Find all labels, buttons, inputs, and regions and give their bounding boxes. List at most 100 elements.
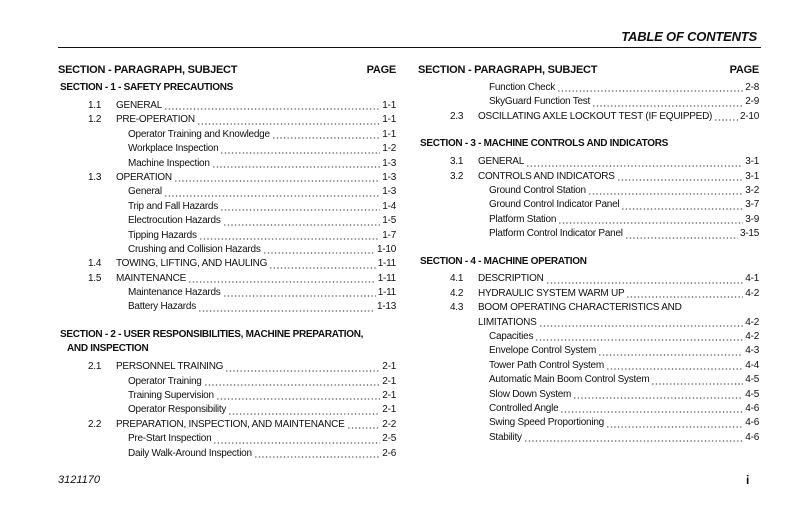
toc-entry[interactable]: Tipping Hazards 1-7 [58,229,396,243]
page-ref: 3-7 [745,199,759,211]
dot-leader [215,390,381,401]
toc-entry[interactable]: Automatic Main Boom Control System 4-5 [418,373,759,387]
column-heading: SECTION - PARAGRAPH, SUBJECT PAGE [418,63,759,81]
subtopic-title: Machine Inspection [128,157,210,169]
paragraph-number: 1.3 [88,171,102,183]
toc-entry[interactable]: Operator Training 2-1 [58,375,396,389]
toc-entry[interactable]: Operator Responsibility 2-1 [58,403,396,417]
page-ref: 4-4 [745,359,759,371]
subtopic-title: Electrocution Hazards [128,215,221,227]
page-ref: 4-6 [745,431,759,443]
toc-entry[interactable]: Maintenance Hazards 1-11 [58,286,396,300]
toc-entry[interactable]: Battery Hazards 1-13 [58,300,396,314]
toc-entry[interactable]: Envelope Control System 4-3 [418,344,759,358]
page-ref: 2-8 [745,82,759,93]
toc-entry[interactable]: Slow Down System 4-5 [418,388,759,402]
toc-column-left: SECTION - PARAGRAPH, SUBJECT PAGE SECTION … [58,63,396,461]
page-ref: 3-15 [739,228,759,240]
dot-leader [188,273,376,284]
toc-entry[interactable]: Stability 4-6 [418,431,759,445]
dot-leader [197,301,375,312]
paragraph-title: LIMITATIONS [478,316,537,328]
toc-entry[interactable]: Controlled Angle 4-6 [418,402,759,416]
toc-entry[interactable]: 2.3 OSCILLATING AXLE LOCKOUT TEST (IF EQU… [418,110,759,124]
toc-entry[interactable]: 3.1 GENERAL 3-1 [418,155,759,169]
toc-entry[interactable]: 4.2 HYDRAULIC SYSTEM WARM UP 4-2 [418,287,759,301]
page-ref: 4-2 [745,331,759,343]
page-ref: 2-10 [739,110,759,122]
toc-column-right: SECTION - PARAGRAPH, SUBJECT PAGE Function… [418,63,759,445]
dot-leader [621,199,744,210]
dot-leader [605,417,744,428]
paragraph-title: GENERAL [478,156,525,168]
toc-entry[interactable]: 1.4 TOWING, LIFTING, AND HAULING 1-11 [58,257,396,271]
toc-entry[interactable]: 4.3 BOOM OPERATING CHARACTERISTICS AND [418,301,759,315]
toc-entry[interactable]: Pre-Start Inspection 2-5 [58,432,396,446]
page-ref: 1-1 [382,114,396,126]
dot-leader [626,288,744,299]
toc-entry[interactable]: Platform Control Indicator Panel 3-15 [418,227,759,241]
toc-entry[interactable]: 1.2 PRE-OPERATION 1-1 [58,113,396,127]
subtopic-title: Envelope Control System [489,345,597,357]
dot-leader [526,156,744,167]
toc-entry[interactable]: Workplace Inspection 1-2 [58,142,396,156]
paragraph-title: TOWING, LIFTING, AND HAULING [116,258,268,270]
dot-leader [269,258,376,269]
dot-leader [173,172,381,183]
toc-entry[interactable]: Daily Walk-Around Inspection 2-6 [58,447,396,461]
subtopic-title: Controlled Angle [489,403,559,414]
dot-leader [605,360,744,371]
toc-entry[interactable]: 1.5 MAINTENANCE 1-11 [58,272,396,286]
toc-entry[interactable]: Trip and Fall Hazards 1-4 [58,200,396,214]
section-heading: SECTION - 2 - USER RESPONSIBILITIES, MAC… [60,328,364,340]
page-ref: 4-1 [745,273,759,285]
paragraph-title: OPERATION [116,171,172,183]
toc-entry[interactable]: Crushing and Collision Hazards 1-10 [58,243,396,257]
subtopic-title: SkyGuard Function Test [489,96,591,108]
toc-entry[interactable]: LIMITATIONS 4-2 [418,316,759,330]
toc-entry[interactable]: Function Check 2-8 [418,81,759,95]
page-ref: 1-3 [382,171,396,183]
toc-entry[interactable]: 4.1 DESCRIPTION 4-1 [418,272,759,286]
toc-entry[interactable]: Machine Inspection 1-3 [58,157,396,171]
dot-leader [213,433,381,444]
dot-leader [196,114,381,125]
toc-entry[interactable]: Platform Station 3-9 [418,213,759,227]
subtopic-title: Operator Training [128,375,202,387]
toc-entry[interactable]: Tower Path Control System 4-4 [418,359,759,373]
section-heading: SECTION - 4 - MACHINE OPERATION [420,255,587,267]
paragraph-number: 1.4 [88,258,102,270]
toc-entry[interactable]: Swing Speed Proportioning 4-6 [418,416,759,430]
page-ref: 4-6 [745,403,759,414]
page-ref: 2-6 [382,447,396,459]
page-ref: 3-1 [745,170,759,182]
toc-entry[interactable]: 1.1 GENERAL 1-1 [58,99,396,113]
page-ref: 1-3 [382,157,396,169]
page-ref: 4-6 [745,417,759,429]
toc-entry[interactable]: Training Supervision 2-1 [58,389,396,403]
page-ref: 1-11 [377,287,397,299]
subtopic-title: Operator Responsibility [128,404,227,416]
page-ref: 1-11 [377,272,397,284]
dot-leader [225,361,381,372]
toc-entry[interactable]: Ground Control Station 3-2 [418,184,759,198]
page-ref: 3-1 [745,156,759,168]
toc-entry[interactable]: 1.3 OPERATION 1-3 [58,171,396,185]
toc-entry[interactable]: 2.2 PREPARATION, INSPECTION, AND MAINTENA… [58,418,396,432]
toc-entry[interactable]: Capacities 4-2 [418,330,759,344]
toc-entry[interactable]: Electrocution Hazards 1-5 [58,214,396,228]
dot-leader [211,157,381,168]
toc-entry[interactable]: 3.2 CONTROLS AND INDICATORS 3-1 [418,170,759,184]
subtopic-title: Capacities [489,331,534,343]
page-ref: 1-4 [382,200,396,212]
heading-page: PAGE [366,64,397,76]
subtopic-title: Battery Hazards [128,301,196,313]
toc-entry[interactable]: 2.1 PERSONNEL TRAINING 2-1 [58,360,396,374]
page-ref: 4-5 [745,374,759,386]
dot-leader [220,143,381,154]
toc-entry[interactable]: SkyGuard Function Test 2-9 [418,95,759,109]
toc-entry[interactable]: Ground Control Indicator Panel 3-7 [418,198,759,212]
page-ref: 4-5 [745,388,759,400]
toc-entry[interactable]: General 1-3 [58,185,396,199]
toc-entry[interactable]: Operator Training and Knowledge 1-1 [58,128,396,142]
